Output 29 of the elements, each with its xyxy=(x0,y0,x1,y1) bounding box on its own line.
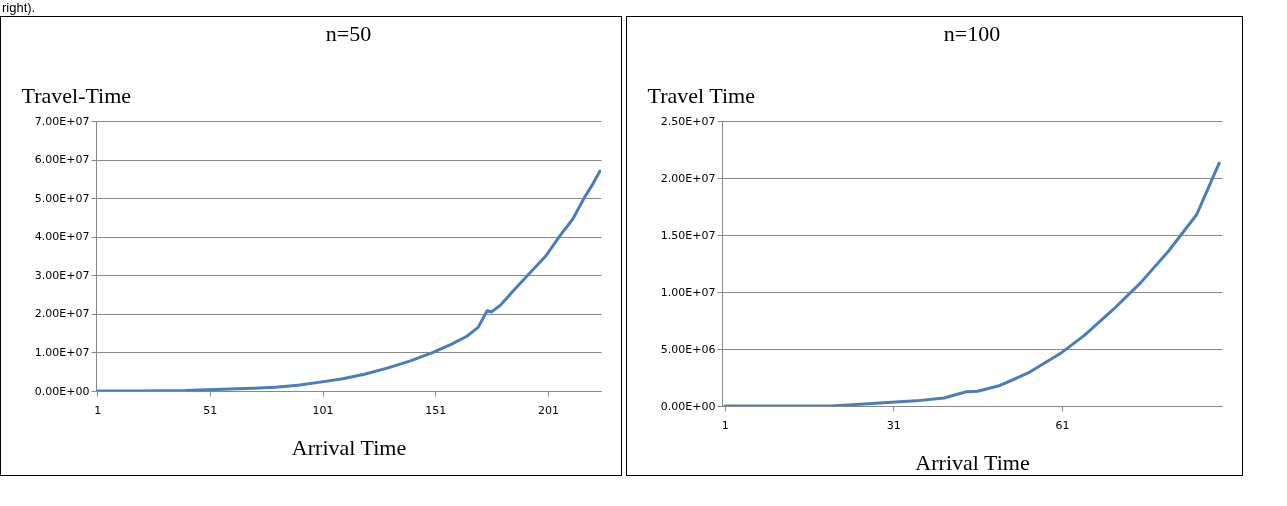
y-tick-label: 4.00E+07 xyxy=(34,230,90,244)
y-tick-label: 1.00E+07 xyxy=(660,285,716,299)
y-tick-label: 2.50E+07 xyxy=(660,114,716,128)
y-tick-label: 7.00E+07 xyxy=(34,114,90,128)
x-tick-label: 61 xyxy=(1055,418,1070,432)
x-tick-label: 101 xyxy=(312,403,334,417)
y-tick-label: 5.00E+07 xyxy=(34,191,90,205)
y-tick-label: 0.00E+00 xyxy=(660,399,716,413)
y-tick-label: 1.00E+07 xyxy=(34,345,90,359)
x-axis-title: Arrival Time xyxy=(291,434,407,460)
y-tick-label: 3.00E+07 xyxy=(34,268,90,282)
y-tick-label: 1.50E+07 xyxy=(660,228,716,242)
x-tick-label: 51 xyxy=(203,403,218,417)
x-tick-label: 201 xyxy=(538,403,560,417)
y-tick-label: 0.00E+00 xyxy=(34,384,90,398)
y-tick-label: 2.00E+07 xyxy=(34,307,90,321)
chart-title: n=50 xyxy=(325,21,372,46)
x-tick-label: 1 xyxy=(721,418,729,432)
x-axis-title: Arrival Time xyxy=(915,449,1030,475)
x-tick-label: 1 xyxy=(94,403,102,417)
y-tick-label: 2.00E+07 xyxy=(660,171,716,185)
x-tick-label: 151 xyxy=(425,403,447,417)
y-tick-label: 5.00E+06 xyxy=(660,342,716,356)
y-axis-title: Travel Time xyxy=(647,82,755,108)
y-tick-label: 6.00E+07 xyxy=(34,153,90,167)
x-tick-label: 31 xyxy=(886,418,901,432)
text: right). xyxy=(1,0,37,16)
chart-title: n=100 xyxy=(943,21,1001,46)
y-axis-title: Travel-Time xyxy=(21,82,132,108)
